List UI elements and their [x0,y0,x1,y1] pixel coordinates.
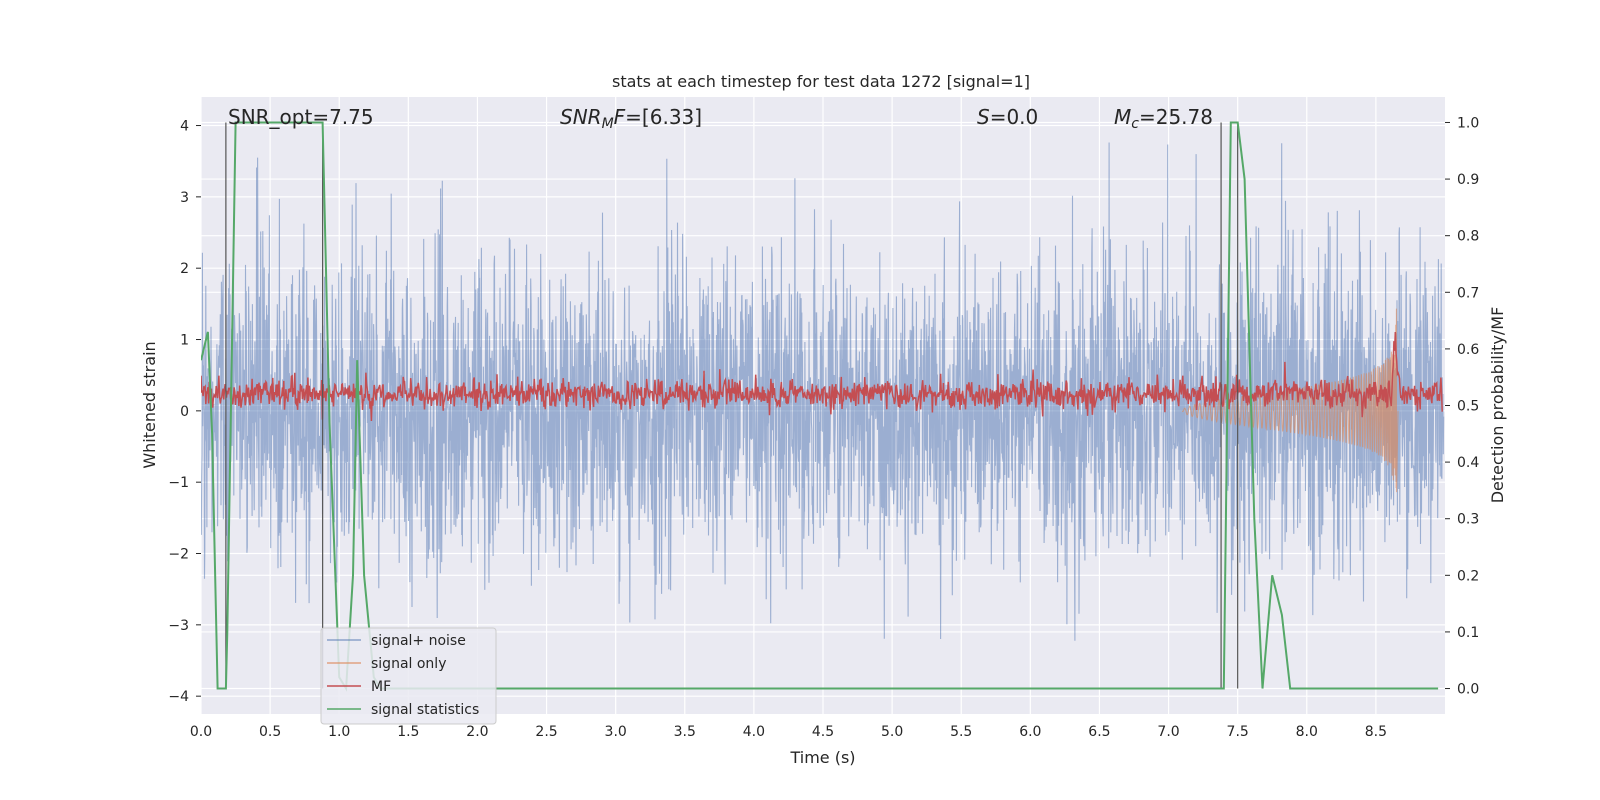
legend-label-signal-plus-noise: signal+ noise [371,633,466,649]
x-tick-label: 2.5 [535,724,557,740]
x-tick-label: 0.0 [190,724,212,740]
x-tick-label: 2.0 [466,724,488,740]
annotation-snr-opt: SNR_opt=7.75 [228,105,374,129]
y-right-tick-label: 0.6 [1457,342,1479,358]
x-tick-label: 8.0 [1296,724,1318,740]
y-right-tick-label: 0.5 [1457,399,1479,415]
y-tick-label: 2 [180,261,189,277]
y-tick-label: 1 [180,333,189,349]
y-tick-label: −1 [168,475,189,491]
x-tick-label: 6.0 [1019,724,1041,740]
series-mf-line [201,331,1443,422]
annotation-snr-mf: SNRMF=[6.33] [560,105,702,132]
y-tick-label: 3 [180,190,189,206]
x-axis-ticks: 0.0 0.5 1.0 1.5 2.0 2.5 3.0 3.5 4.0 4.5 5.0 5.5 6.0 6… [190,724,1387,740]
x-tick-label: 7.5 [1227,724,1249,740]
y-tick-label: −2 [168,547,189,563]
x-tick-label: 3.0 [605,724,627,740]
x-tick-label: 5.0 [881,724,903,740]
x-tick-label: 8.5 [1365,724,1387,740]
y-axis-title-right: Detection probability/MF [1488,307,1507,504]
vertical-markers [225,122,1239,689]
x-tick-label: 0.5 [259,724,281,740]
x-tick-label: 7.0 [1157,724,1179,740]
y-tick-label: −4 [168,689,189,705]
y-axis-title-left: Whitened strain [140,341,159,468]
legend-label-mf: MF [371,679,391,695]
x-tick-label: 1.0 [328,724,350,740]
y-axis-ticks-left: 4 3 2 1 0 −1 −2 −3 −4 [168,119,201,705]
legend-label-signal-statistics: signal statistics [371,702,479,718]
x-axis-title: Time (s) [789,748,855,767]
legend: signal+ noise signal only MF signal stat… [320,627,497,725]
legend-box [320,627,497,725]
series-signal-statistics-line [201,121,1439,692]
x-tick-label: 4.5 [812,724,834,740]
annotation-chirp-mass: Mc=25.78 [1114,105,1213,132]
y-tick-label: 0 [180,404,189,420]
y-tick-label: −3 [168,618,189,634]
x-tick-label: 6.5 [1088,724,1110,740]
y-right-tick-label: 0.9 [1457,172,1479,188]
series-signal-only-line [1181,308,1399,493]
y-right-tick-label: 0.8 [1457,229,1479,245]
x-tick-label: 4.0 [743,724,765,740]
y-right-tick-label: 0.4 [1457,455,1479,471]
chart-title: stats at each timestep for test data 127… [612,72,1030,91]
y-right-tick-label: 0.3 [1457,512,1479,528]
y-right-tick-label: 0.2 [1457,568,1479,584]
annotation-s-value: S=0.0 [977,105,1038,129]
y-tick-label: 4 [180,119,189,135]
y-axis-ticks-right: 1.0 0.9 0.8 0.7 0.6 0.5 0.4 0.3 0.2 0.1 0.0 [1445,115,1479,698]
x-tick-label: 1.5 [397,724,419,740]
y-right-tick-label: 1.0 [1457,115,1479,131]
x-tick-label: 3.5 [674,724,696,740]
legend-label-signal-only: signal only [371,656,446,672]
y-right-tick-label: 0.7 [1457,285,1479,301]
y-right-tick-label: 0.1 [1457,625,1479,641]
y-right-tick-label: 0.0 [1457,682,1479,698]
x-tick-label: 5.5 [950,724,972,740]
